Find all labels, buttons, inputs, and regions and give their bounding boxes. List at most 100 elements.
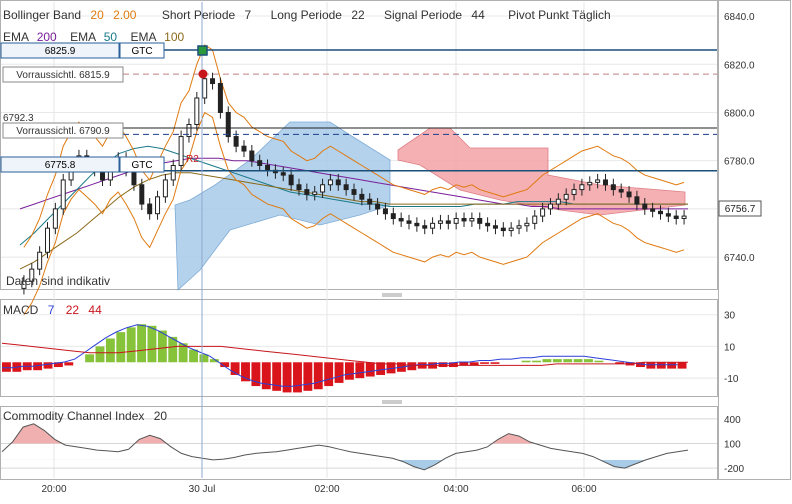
macd-bar [241,362,250,382]
candle-body [351,189,357,195]
signal-period-value: 44 [471,8,485,22]
ema3-value: 100 [164,30,184,44]
candle-body [367,198,373,205]
ema2-value: 50 [104,30,118,44]
macd-bar [542,359,552,363]
macd-signal-line [1,342,688,366]
cci-oversold-area [2,459,688,470]
macd-bar [282,362,292,393]
macd-bar [126,327,136,363]
signal-period-label: Signal Periode [384,8,462,22]
candle-body [265,164,271,171]
order-tag-2-gtc-button[interactable]: GTC [131,160,152,171]
forecast-tag-2-text: Vorraussichtl. 6790.9 [16,126,110,137]
time-tick-label: 06:00 [571,484,596,495]
bollinger-upper [23,44,685,248]
macd-tick-label: 10 [724,342,736,353]
cci-area [1,423,689,471]
macd-bar [230,362,240,375]
candle-body [665,213,671,217]
candle-body [296,184,302,191]
panel-resize-handle-2[interactable] [382,400,402,404]
candle-body [249,150,255,162]
forecast-tag-1-text: Vorraussichtl. 6815.9 [16,70,110,81]
ema2-label: EMA [70,30,96,44]
candle-body [257,160,263,166]
candlesticks [21,72,687,295]
macd-bar [552,359,562,363]
price-panel-frame [0,0,718,290]
forecast-tag-1[interactable]: Vorraussichtl. 6815.9 [2,66,124,83]
candle-body [602,179,608,186]
candle-body [21,280,27,289]
candle-body [210,78,216,85]
order-tag-1[interactable]: 6825.9 GTC [0,42,165,59]
order-tag-1-gtc-button[interactable]: GTC [131,46,152,57]
cursor-point-green[interactable] [197,45,208,56]
pivot-label: Pivot Punkt Täglich [508,8,611,22]
cci-tick-label: 400 [724,415,741,426]
candle-body [650,208,656,212]
candle-body [147,203,153,215]
candle-body [343,184,349,191]
macd-bar [313,362,323,390]
candle-body [681,215,687,220]
candle-body [547,203,553,210]
candle-body [217,83,223,113]
price-tick-label: 6840.0 [724,12,755,23]
grid-lines [1,2,717,478]
macd-bar [480,362,490,364]
candle-body [587,181,593,186]
candle-body [186,124,192,138]
macd-slow: 22 [66,303,80,317]
macd-bar [209,359,219,363]
cursor-point-red[interactable] [198,69,208,79]
macd-fast: 7 [48,303,55,317]
macd-bar [85,354,95,363]
macd-bar [438,362,448,368]
candle-body [359,193,365,200]
order-lines[interactable] [123,49,717,172]
candle-body [485,222,491,227]
candle-body [327,179,333,186]
right-axis-frame [718,0,791,480]
macd-histogram [1,324,688,393]
macd-tick-label: -10 [724,374,739,385]
candle-body [304,189,310,195]
candle-body [202,78,208,99]
candle-body [461,218,467,222]
candle-body [492,225,498,229]
svg-text:EMA 200 EMA 50: EMA 200 EMA 50 EMA 100 [3,30,184,44]
time-tick-label: 04:00 [443,484,468,495]
candle-body [414,222,420,227]
candle-body [241,145,247,152]
candle-body [540,208,546,217]
macd-tick-label: 30 [724,311,736,322]
macd-bar [105,338,115,363]
macd-bar [532,360,541,363]
candle-body [563,193,569,200]
candle-body [375,203,381,210]
candle-body [406,220,412,224]
cci-panel-frame [0,406,718,480]
macd-bar [64,362,74,366]
pivot-r2-label: R2 [186,154,199,165]
macd-bar [521,360,531,363]
candle-body [288,174,294,186]
bb-period: 20 [90,8,104,22]
candle-body [320,184,326,193]
macd-bar [116,332,126,363]
price-tick-label: 6820.0 [724,60,755,71]
forecast-tag-2[interactable]: Vorraussichtl. 6790.9 [2,122,124,139]
candle-body [516,225,522,229]
panel-resize-handle-1[interactable] [382,293,402,297]
macd-bar [646,362,656,369]
short-period-value: 7 [245,8,252,22]
macd-bar [636,362,645,368]
long-period-label: Long Periode [271,8,343,22]
macd-bar [95,346,105,363]
macd-bar [303,362,313,391]
price-marker: 6792.3 [3,113,34,124]
order-tag-2[interactable]: 6775.8 GTC [0,156,165,173]
candle-body [453,218,459,224]
